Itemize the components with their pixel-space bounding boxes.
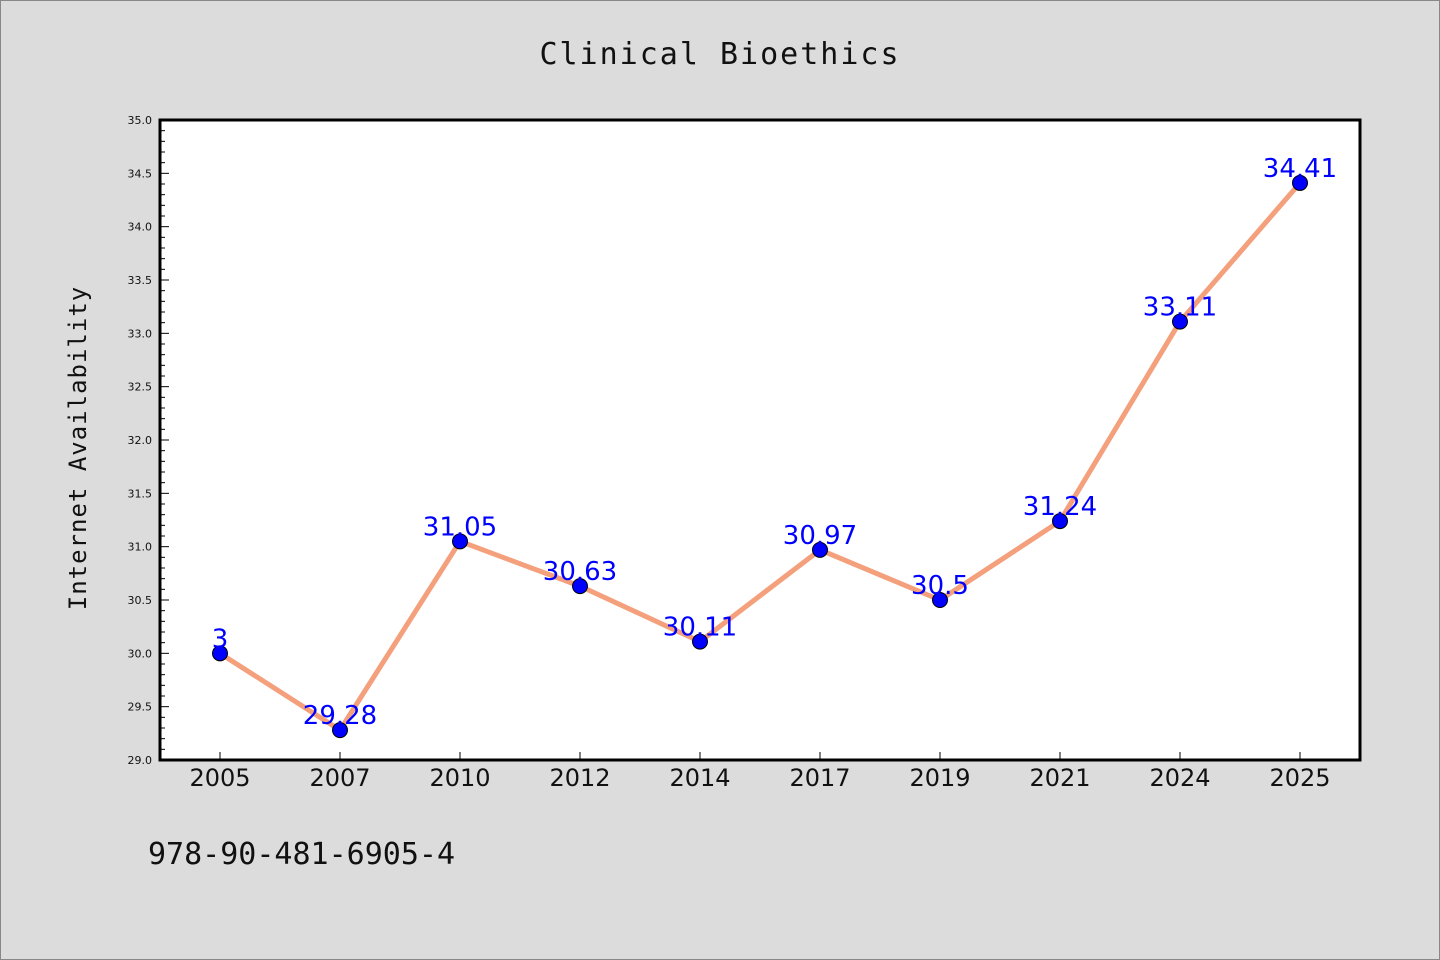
data-label: 31.05 [423,512,497,542]
plot-area [160,120,1360,760]
isbn-footer: 978-90-481-6905-4 [148,837,455,872]
y-tick-label: 32.0 [128,434,153,447]
y-tick-label: 30.5 [128,594,153,607]
y-tick-label: 35.0 [128,114,153,127]
data-label: 30.63 [543,557,617,587]
plot-border [158,118,1362,762]
data-point [932,592,948,608]
x-tick-label: 2010 [429,764,490,792]
x-tick-label: 2024 [1149,764,1210,792]
data-label: 34.41 [1263,154,1337,184]
y-tick-label: 33.5 [128,274,153,287]
x-tick-label: 2012 [549,764,610,792]
data-point [812,541,828,558]
series-line [217,180,1303,733]
x-tick-label: 2005 [189,764,250,792]
y-tick-label: 32.5 [128,381,153,394]
y-tick-label: 34.5 [128,167,153,180]
data-label: 3 [212,624,229,654]
data-labels: 3 29.28 31.05 30.63 30.11 30.97 30.5 31.24 33.11… [212,154,1337,731]
x-tick-label: 2014 [669,764,730,792]
data-point [1052,513,1068,530]
y-tick-label: 31.5 [128,487,153,500]
data-label: 29.28 [303,701,377,731]
data-label: 30.5 [911,571,969,601]
y-tick-label: 31.0 [128,541,153,554]
x-tick-label: 2017 [789,764,850,792]
data-label: 31.24 [1023,492,1097,522]
data-point [1172,313,1188,330]
x-axis-ticks: 2005 2007 2010 2012 2014 2017 2019 2021 2024 2025 [189,752,1331,792]
chart-title: Clinical Bioethics [539,37,900,72]
data-point [692,633,708,650]
x-tick-label: 2021 [1029,764,1090,792]
data-markers [212,174,1308,739]
y-tick-label: 34.0 [128,221,153,234]
x-tick-label: 2019 [909,764,970,792]
y-tick-label: 30.0 [128,647,153,660]
data-label: 30.11 [663,613,737,643]
series-line-group [217,180,1303,733]
y-tick-label: 33.0 [128,327,153,340]
x-tick-label: 2025 [1269,764,1330,792]
data-point [572,578,588,595]
data-label: 33.11 [1143,293,1217,323]
data-label: 30.97 [783,521,857,551]
data-point [452,533,468,550]
y-tick-label: 29.5 [128,701,153,714]
data-point [332,722,348,739]
data-point [212,645,228,662]
y-axis-label: Internet Availability [64,286,92,610]
data-point [1292,174,1308,191]
x-tick-label: 2007 [309,764,370,792]
y-tick-label: 29.0 [128,754,153,767]
